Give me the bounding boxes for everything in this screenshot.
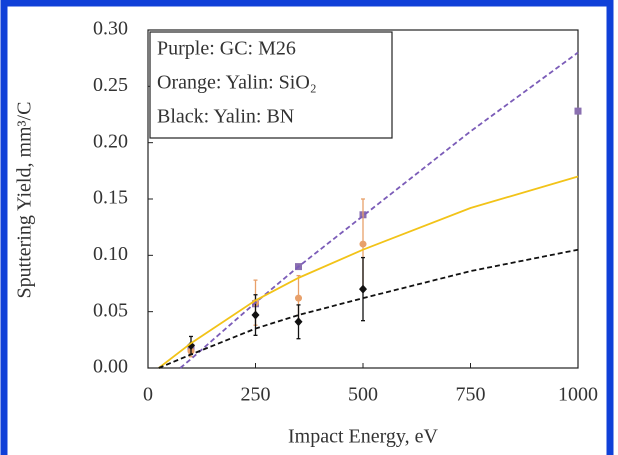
fit-line xyxy=(158,175,579,369)
point xyxy=(359,240,367,248)
point xyxy=(574,107,582,115)
y-tick-label: 0.20 xyxy=(93,130,128,152)
y-tick-label: 0.00 xyxy=(93,356,128,378)
x-tick-label: 750 xyxy=(456,384,486,406)
x-axis-label: Impact Energy, eV xyxy=(288,426,438,448)
x-tick-label: 0 xyxy=(143,384,153,406)
fit-line xyxy=(158,248,579,369)
y-tick-label: 0.25 xyxy=(93,74,128,96)
x-tick-label: 500 xyxy=(348,384,378,406)
fit-line xyxy=(179,51,579,369)
y-tick-label: 0.05 xyxy=(93,299,128,321)
legend-text: Black: Yalin: BN xyxy=(157,106,294,128)
legend-box xyxy=(149,31,393,139)
y-tick-label: 0.15 xyxy=(93,187,128,209)
point xyxy=(294,317,303,327)
x-tick-label: 250 xyxy=(241,384,271,406)
y-tick-label: 0.10 xyxy=(93,243,128,265)
y-axis-label: Sputtering Yield, mm³/C xyxy=(14,102,36,299)
y-tick-label: 0.30 xyxy=(93,18,128,40)
point xyxy=(187,340,195,350)
point xyxy=(251,310,260,320)
point xyxy=(359,284,367,294)
point xyxy=(295,294,302,302)
legend-text: Orange: Yalin: SiO₂ xyxy=(157,72,317,94)
x-tick-label: 1000 xyxy=(558,384,598,406)
legend-text: Purple: GC: M26 xyxy=(157,38,296,60)
